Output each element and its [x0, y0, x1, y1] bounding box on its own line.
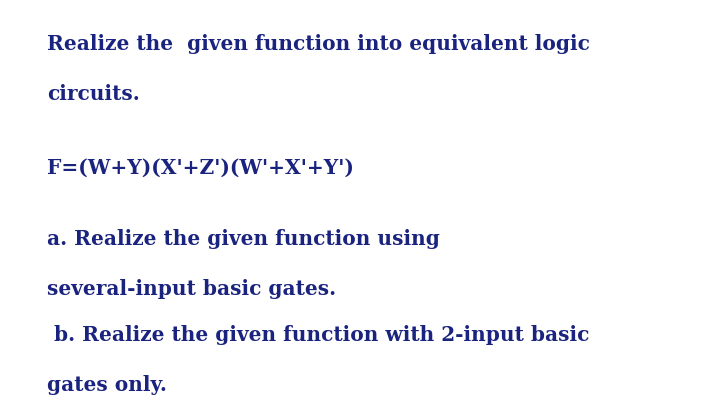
Text: several-input basic gates.: several-input basic gates.	[47, 279, 336, 299]
Text: b. Realize the given function with 2-input basic: b. Realize the given function with 2-inp…	[47, 325, 589, 345]
Text: F=(W+Y)(X'+Z')(W'+X'+Y'): F=(W+Y)(X'+Z')(W'+X'+Y')	[47, 158, 354, 178]
Text: a. Realize the given function using: a. Realize the given function using	[47, 229, 439, 249]
Text: gates only.: gates only.	[47, 375, 167, 396]
Text: circuits.: circuits.	[47, 84, 139, 104]
Text: Realize the  given function into equivalent logic: Realize the given function into equivale…	[47, 34, 590, 54]
